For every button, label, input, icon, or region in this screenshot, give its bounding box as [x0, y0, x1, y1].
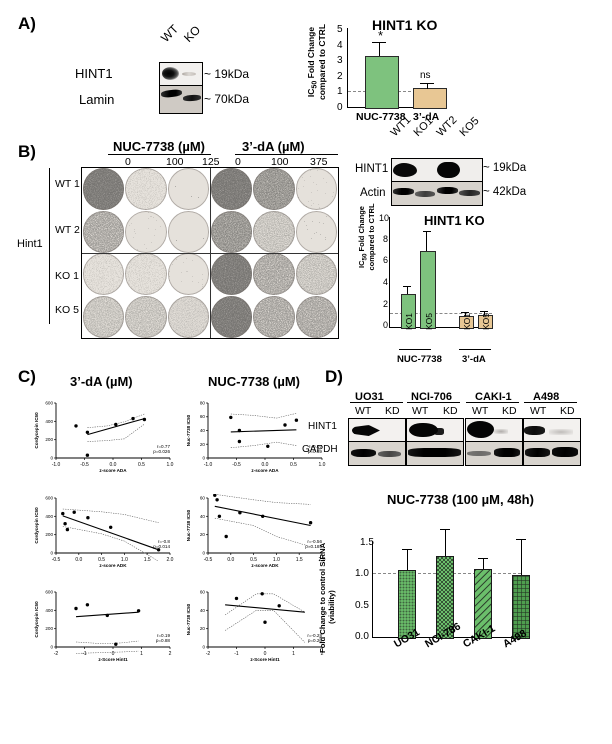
- svg-text:40: 40: [200, 514, 206, 519]
- svg-text:p=0.014: p=0.014: [153, 544, 170, 549]
- svg-text:p=0.88: p=0.88: [156, 638, 171, 643]
- svg-text:80: 80: [200, 401, 206, 406]
- svg-text:600: 600: [45, 590, 53, 595]
- svg-text:1.5: 1.5: [296, 557, 303, 563]
- svg-text:-0.5: -0.5: [204, 557, 213, 563]
- svg-text:0: 0: [202, 456, 205, 461]
- svg-text:2: 2: [169, 651, 172, 657]
- svg-text:1.0: 1.0: [167, 462, 174, 468]
- svg-text:1.0: 1.0: [319, 462, 326, 468]
- svg-text:Nuc-7738 IC50: Nuc-7738 IC50: [186, 509, 191, 541]
- svg-text:1: 1: [292, 651, 295, 657]
- svg-text:400: 400: [45, 514, 53, 519]
- svg-text:-0.5: -0.5: [52, 557, 61, 563]
- svg-text:20: 20: [200, 442, 206, 447]
- svg-text:0: 0: [50, 551, 53, 556]
- svg-text:1: 1: [140, 651, 143, 657]
- svg-text:200: 200: [45, 437, 53, 442]
- svg-text:z-score ADK: z-score ADK: [251, 563, 279, 568]
- svg-text:Cordycepin IC50: Cordycepin IC50: [34, 412, 39, 449]
- svg-text:40: 40: [200, 428, 206, 433]
- svg-text:600: 600: [45, 496, 53, 501]
- svg-text:Cordycepin IC50: Cordycepin IC50: [34, 601, 39, 638]
- svg-text:0: 0: [202, 645, 205, 650]
- svg-text:400: 400: [45, 419, 53, 424]
- svg-text:20: 20: [200, 532, 206, 537]
- svg-text:0: 0: [50, 645, 53, 650]
- svg-text:z-Score Hint1: z-Score Hint1: [98, 657, 128, 662]
- svg-text:-0.5: -0.5: [80, 462, 89, 468]
- svg-text:Nuc-7738 IC50: Nuc-7738 IC50: [186, 414, 191, 446]
- svg-text:-2: -2: [54, 651, 59, 657]
- svg-text:60: 60: [200, 414, 206, 419]
- svg-text:0.0: 0.0: [75, 557, 82, 563]
- svg-text:200: 200: [45, 532, 53, 537]
- svg-text:0: 0: [50, 456, 53, 461]
- svg-text:Cordycepin IC50: Cordycepin IC50: [34, 507, 39, 544]
- svg-text:0: 0: [202, 551, 205, 556]
- svg-text:-2: -2: [206, 651, 211, 657]
- svg-text:0.0: 0.0: [227, 557, 234, 563]
- svg-text:z-score ADA: z-score ADA: [99, 468, 127, 473]
- svg-text:-0.5: -0.5: [232, 462, 241, 468]
- svg-text:200: 200: [45, 626, 53, 631]
- svg-text:-1: -1: [234, 651, 239, 657]
- svg-text:600: 600: [45, 401, 53, 406]
- svg-text:2.0: 2.0: [167, 557, 174, 563]
- svg-text:20: 20: [200, 626, 206, 631]
- svg-text:-1: -1: [82, 651, 87, 657]
- svg-text:40: 40: [200, 608, 206, 613]
- svg-text:z-score ADK: z-score ADK: [99, 563, 127, 568]
- svg-text:0.5: 0.5: [138, 462, 145, 468]
- svg-text:400: 400: [45, 608, 53, 613]
- svg-text:Nuc-7738 IC50: Nuc-7738 IC50: [186, 603, 191, 635]
- svg-text:p=0.026: p=0.026: [153, 449, 170, 454]
- svg-text:z-Score Hint1: z-Score Hint1: [250, 657, 280, 662]
- svg-text:60: 60: [200, 496, 206, 501]
- svg-text:0.5: 0.5: [290, 462, 297, 468]
- svg-text:-1.0: -1.0: [204, 462, 213, 468]
- svg-text:-1.0: -1.0: [52, 462, 61, 468]
- svg-text:z-score ADA: z-score ADA: [251, 468, 279, 473]
- svg-text:60: 60: [200, 590, 206, 595]
- svg-text:1.5: 1.5: [144, 557, 151, 563]
